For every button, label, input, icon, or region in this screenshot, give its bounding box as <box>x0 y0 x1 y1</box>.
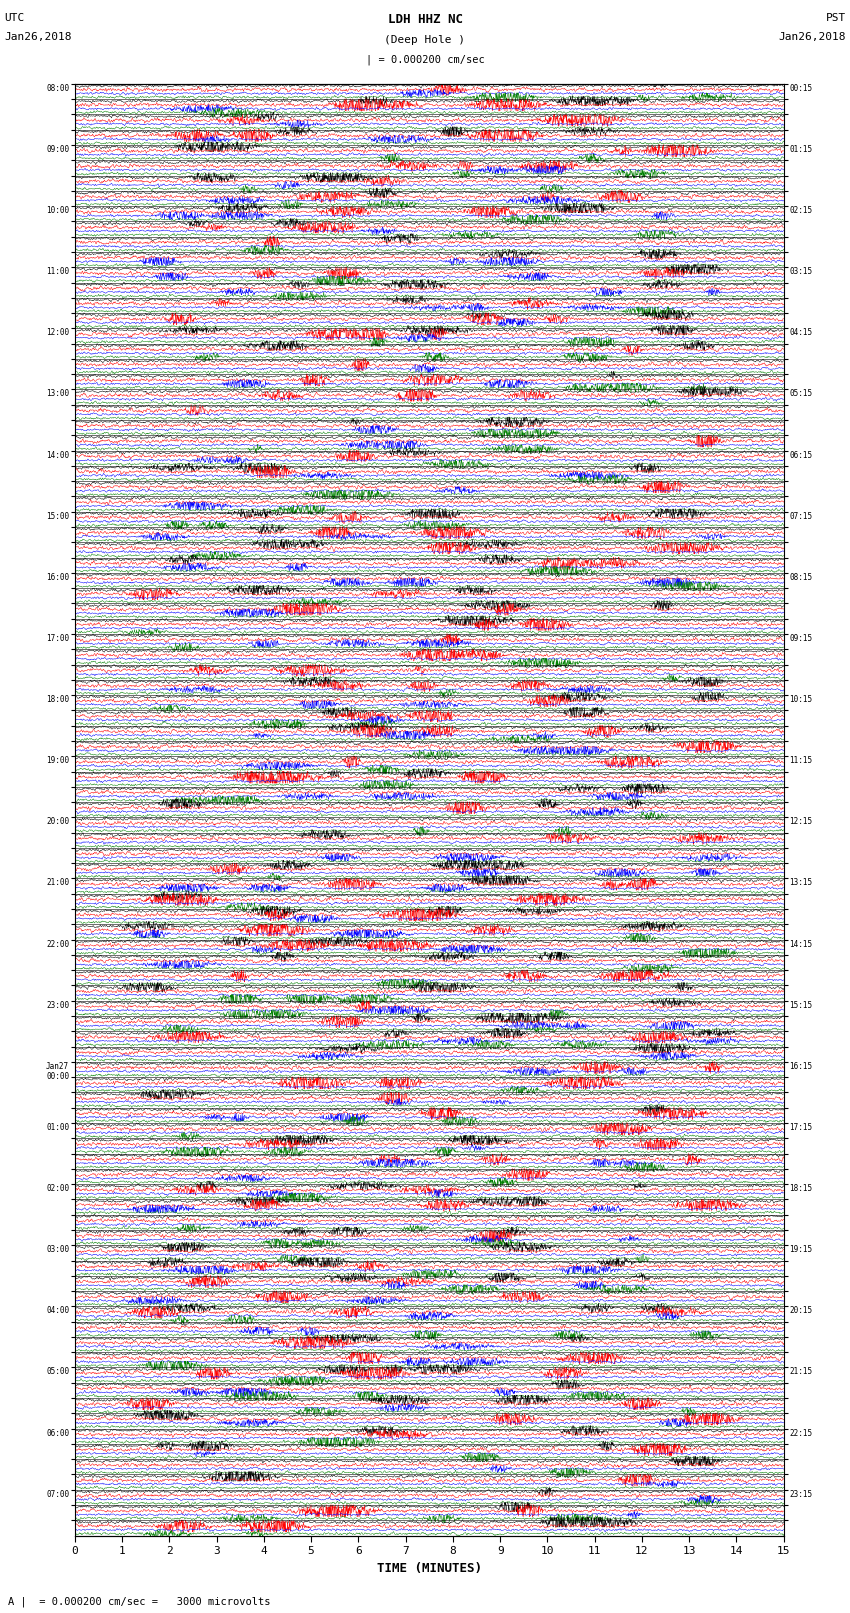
Text: Jan26,2018: Jan26,2018 <box>4 32 71 42</box>
X-axis label: TIME (MINUTES): TIME (MINUTES) <box>377 1561 482 1574</box>
Text: | = 0.000200 cm/sec: | = 0.000200 cm/sec <box>366 55 484 66</box>
Text: PST: PST <box>825 13 846 23</box>
Text: LDH HHZ NC: LDH HHZ NC <box>388 13 462 26</box>
Text: A |  = 0.000200 cm/sec =   3000 microvolts: A | = 0.000200 cm/sec = 3000 microvolts <box>8 1595 271 1607</box>
Text: UTC: UTC <box>4 13 25 23</box>
Text: Jan26,2018: Jan26,2018 <box>779 32 846 42</box>
Text: (Deep Hole ): (Deep Hole ) <box>384 35 466 45</box>
